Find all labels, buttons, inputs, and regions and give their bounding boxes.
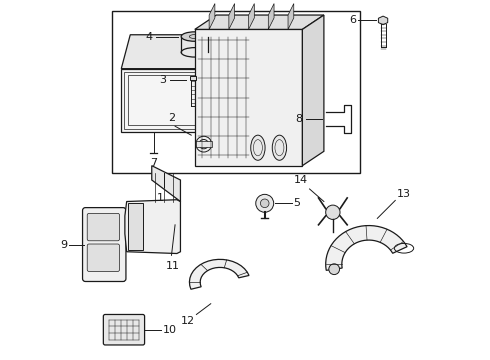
Text: 13: 13	[397, 189, 411, 199]
Ellipse shape	[272, 135, 287, 160]
Polygon shape	[302, 15, 324, 166]
Text: 11: 11	[166, 261, 180, 271]
Polygon shape	[152, 166, 180, 202]
Circle shape	[326, 205, 340, 220]
Polygon shape	[288, 4, 294, 30]
Text: 1: 1	[157, 193, 164, 203]
Bar	[128, 75, 196, 125]
Bar	[112, 12, 360, 173]
Text: 12: 12	[180, 316, 195, 326]
Text: 14: 14	[294, 175, 308, 185]
Polygon shape	[269, 4, 274, 30]
Text: 3: 3	[159, 75, 166, 85]
Ellipse shape	[181, 48, 208, 57]
Circle shape	[256, 194, 274, 212]
Text: 9: 9	[60, 239, 68, 249]
Ellipse shape	[181, 32, 208, 41]
Ellipse shape	[251, 135, 265, 160]
Bar	[196, 141, 212, 147]
Polygon shape	[209, 4, 215, 30]
FancyBboxPatch shape	[103, 315, 145, 345]
Text: 5: 5	[294, 198, 300, 208]
Circle shape	[329, 264, 340, 275]
Polygon shape	[248, 4, 254, 30]
FancyBboxPatch shape	[87, 244, 120, 271]
Bar	[122, 69, 202, 132]
Text: 4: 4	[146, 32, 152, 41]
FancyBboxPatch shape	[82, 208, 126, 282]
Polygon shape	[378, 16, 388, 25]
Text: 7: 7	[150, 158, 157, 168]
Polygon shape	[122, 35, 211, 69]
Polygon shape	[128, 203, 143, 250]
Text: 8: 8	[295, 114, 302, 124]
Polygon shape	[202, 35, 211, 132]
Polygon shape	[229, 4, 235, 30]
Polygon shape	[195, 15, 324, 30]
Bar	[124, 72, 199, 129]
Circle shape	[260, 199, 269, 208]
Text: 10: 10	[163, 325, 176, 335]
Polygon shape	[190, 260, 249, 289]
Text: 6: 6	[349, 15, 356, 26]
Bar	[195, 30, 302, 166]
Text: 2: 2	[168, 113, 175, 123]
Polygon shape	[125, 200, 180, 253]
FancyBboxPatch shape	[87, 213, 120, 241]
Polygon shape	[326, 226, 407, 270]
Bar	[191, 76, 196, 80]
